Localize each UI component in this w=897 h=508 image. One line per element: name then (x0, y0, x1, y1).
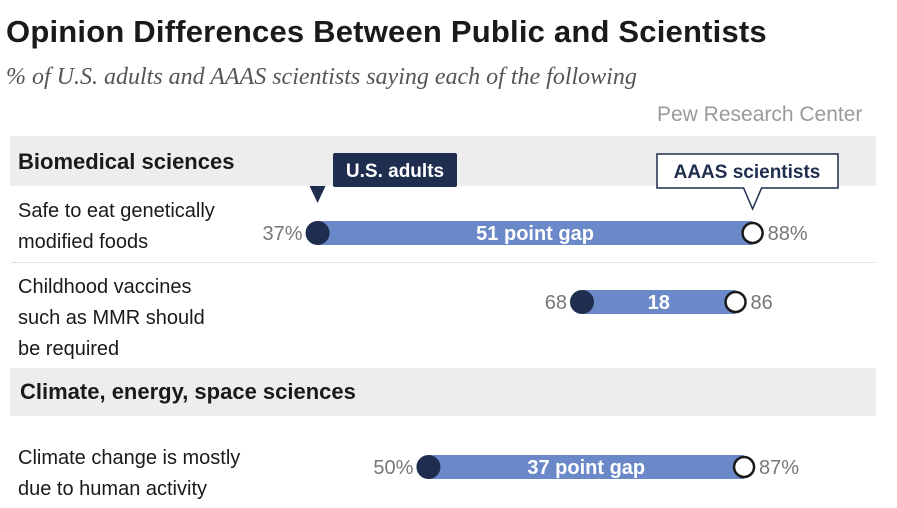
row-label-line: due to human activity (18, 478, 207, 500)
legend-pointer-us-adults (309, 186, 326, 203)
row-label-line: Childhood vaccines (18, 276, 192, 298)
chart-subtitle: % of U.S. adults and AAAS scientists say… (6, 64, 637, 90)
gap-label: 37 point gap (527, 457, 645, 479)
legend-tag-us-adults (333, 153, 457, 187)
aaas-scientists-dot (732, 455, 756, 479)
section-label-biomedical: Biomedical sciences (18, 149, 235, 174)
section-band-climate (10, 368, 876, 416)
aaas-scientists-value: 87% (759, 457, 799, 479)
row-label-climate: Climate change is mostly due to human ac… (18, 443, 240, 505)
section-label-climate: Climate, energy, space sciences (20, 379, 356, 404)
row-label-line: modified foods (18, 231, 149, 253)
aaas-scientists-dot (741, 221, 764, 245)
us-adults-dot (305, 221, 330, 245)
aaas-scientists-dot (724, 290, 747, 314)
row-label-line: Climate change is mostly (18, 447, 241, 469)
us-adults-dot (416, 455, 441, 479)
row-divider (12, 262, 876, 263)
aaas-scientists-value: 88% (768, 223, 808, 245)
chart-title: Opinion Differences Between Public and S… (6, 14, 767, 49)
row-label-vaccines: Childhood vaccines such as MMR should be… (18, 272, 205, 365)
gap-bar (581, 290, 736, 314)
legend-label-aaas-scientists: AAAS scientists (674, 162, 821, 183)
us-adults-value: 68 (545, 292, 567, 314)
us-adults-dot (569, 290, 594, 314)
row-label-line: such as MMR should (18, 307, 205, 329)
source-credit: Pew Research Center (657, 103, 863, 126)
gap-label: 18 (648, 292, 670, 314)
legend-label-us-adults: U.S. adults (346, 161, 444, 182)
legend-tag-aaas-scientists (656, 153, 839, 211)
us-adults-value: 50% (373, 457, 413, 479)
aaas-scientists-value: 86 (751, 292, 773, 314)
row-label-line: Safe to eat genetically (18, 200, 215, 222)
row-label-gmo: Safe to eat genetically modified foods (18, 196, 215, 258)
gap-label: 51 point gap (476, 223, 594, 245)
gap-bar (317, 221, 753, 245)
row-label-line: be required (18, 338, 120, 360)
gap-bar (428, 455, 745, 479)
us-adults-value: 37% (263, 223, 303, 245)
